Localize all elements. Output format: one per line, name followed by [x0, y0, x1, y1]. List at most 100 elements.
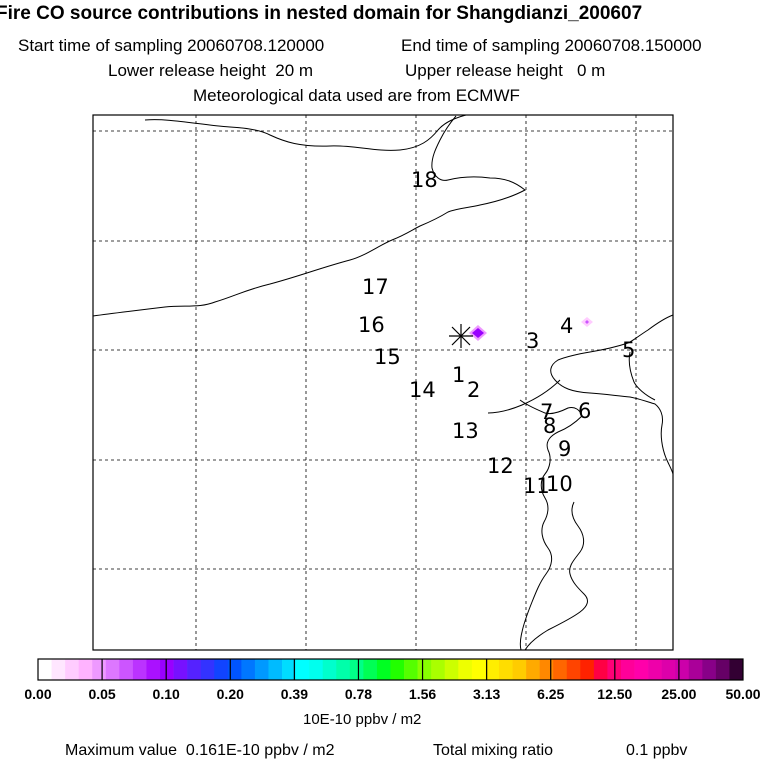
colorbar-swatch — [404, 659, 418, 680]
colorbar-swatch — [702, 659, 717, 680]
colorbar-swatch — [227, 659, 242, 680]
colorbar-swatch — [309, 659, 324, 680]
end-time-label: End time of sampling — [401, 36, 560, 55]
colorbar-tick-label: 12.50 — [597, 686, 633, 702]
colorbar-swatch — [620, 659, 635, 680]
coastline — [550, 314, 674, 475]
colorbar-swatch — [580, 659, 595, 680]
colorbar-swatch — [92, 659, 107, 680]
hour-label: 5 — [622, 338, 635, 362]
max-value: 0.161E-10 ppbv / m2 — [185, 742, 335, 759]
lower-height-label: Lower release height — [108, 61, 266, 80]
lower-height-line: Lower release height 20 m — [108, 61, 313, 81]
colorbar-swatch — [119, 659, 134, 680]
start-time-line: Start time of sampling 20060708.120000 — [18, 36, 324, 56]
coastline — [524, 501, 588, 651]
colorbar-swatch — [417, 659, 432, 680]
colorbar-swatch — [51, 659, 66, 680]
colorbar-swatch — [376, 659, 391, 680]
start-time-value: 20060708.120000 — [187, 36, 325, 55]
colorbar-swatch — [566, 659, 581, 680]
hour-label: 14 — [409, 378, 436, 402]
colorbar-swatch — [254, 659, 269, 680]
colorbar-swatch — [634, 659, 649, 680]
colorbar-frame — [37, 658, 744, 681]
total-mixing-line: Total mixing ratio — [433, 742, 553, 760]
colorbar-tick-label: 0.78 — [344, 686, 373, 702]
plume-cells — [469, 317, 593, 341]
hour-label: 4 — [560, 314, 573, 338]
hour-label: 16 — [358, 313, 385, 337]
colorbar-swatch — [715, 659, 730, 680]
upper-height-label: Upper release height — [405, 61, 563, 80]
upper-height-value: 0 m — [577, 61, 606, 80]
colorbar-tick-label: 0.20 — [216, 686, 244, 702]
colorbar-swatch — [458, 659, 473, 680]
colorbar-swatch — [512, 659, 527, 680]
colorbar-swatch — [688, 659, 703, 680]
colorbar-swatch — [200, 659, 215, 680]
max-value-line: Maximum value 0.161E-10 ppbv / m2 — [65, 742, 334, 760]
colorbar-tick-label: 3.13 — [473, 686, 501, 702]
hour-label: 3 — [526, 329, 539, 353]
plot-title: Fire CO source contributions in nested d… — [0, 3, 643, 24]
colorbar-tick-label: 1.56 — [408, 686, 437, 702]
colorbar-swatch — [268, 659, 283, 680]
colorbar-swatch — [471, 659, 486, 680]
colorbar-swatch — [593, 659, 608, 680]
colorbar-swatch — [539, 659, 554, 680]
coastline — [519, 399, 583, 651]
hour-label: 12 — [487, 454, 514, 478]
colorbar-swatch — [485, 659, 500, 680]
colorbar-swatch — [160, 659, 174, 680]
coastlines — [92, 114, 674, 651]
colorbar-swatch — [132, 659, 147, 680]
colorbar-swatch — [241, 659, 256, 680]
colorbar-swatch — [187, 659, 201, 680]
colorbar-swatch — [363, 659, 378, 680]
hour-label: 6 — [578, 399, 591, 423]
colorbar-tick-label: 0.39 — [280, 686, 308, 702]
hour-label: 8 — [543, 414, 556, 438]
colorbar-swatch — [105, 659, 120, 680]
colorbar-swatch — [349, 659, 364, 680]
hour-label: 2 — [467, 378, 480, 402]
asterisk-icon — [449, 324, 473, 348]
start-time-label: Start time of sampling — [18, 36, 183, 55]
colorbar-swatch — [729, 659, 744, 680]
total-mixing-label: Total mixing ratio — [433, 742, 554, 759]
colorbar-units: 10E-10 ppbv / m2 — [303, 711, 422, 728]
hour-label: 7 — [540, 400, 553, 424]
colorbar-swatch — [553, 659, 568, 680]
coastline — [628, 351, 656, 401]
end-time-line: End time of sampling 20060708.150000 — [401, 36, 702, 56]
colorbar-tick-label: 0.00 — [24, 686, 52, 702]
colorbar-tick-label: 6.25 — [537, 686, 565, 702]
colorbar-swatch — [65, 659, 79, 680]
hour-label: 1 — [452, 363, 465, 387]
colorbar-swatch — [444, 659, 459, 680]
met-data-line: Meteorological data used are from ECMWF — [193, 86, 520, 105]
colorbar-swatch — [661, 659, 676, 680]
upper-height-line: Upper release height 0 m — [405, 61, 605, 81]
hour-label: 10 — [546, 472, 573, 496]
colorbar-swatch — [38, 659, 52, 680]
colorbar-swatch — [282, 659, 296, 680]
colorbar-swatch — [526, 659, 540, 680]
colorbar-swatch — [431, 659, 446, 680]
colorbar-swatch — [78, 659, 93, 680]
colorbar-swatch — [295, 659, 310, 680]
coastline — [487, 379, 561, 414]
colorbar-swatch — [498, 659, 513, 680]
colorbar-swatch — [648, 659, 662, 680]
colorbar-tick-label: 0.10 — [152, 686, 180, 702]
colorbar-tick-label: 50.00 — [725, 686, 761, 702]
grid-lines — [93, 115, 673, 650]
total-mixing-value: 0.1 ppbv — [626, 742, 688, 759]
colorbar-swatch — [214, 659, 229, 680]
colorbar-swatch — [390, 659, 405, 680]
map-frame — [92, 114, 674, 651]
colorbar — [37, 658, 744, 681]
colorbar-tick-label: 25.00 — [661, 686, 697, 702]
